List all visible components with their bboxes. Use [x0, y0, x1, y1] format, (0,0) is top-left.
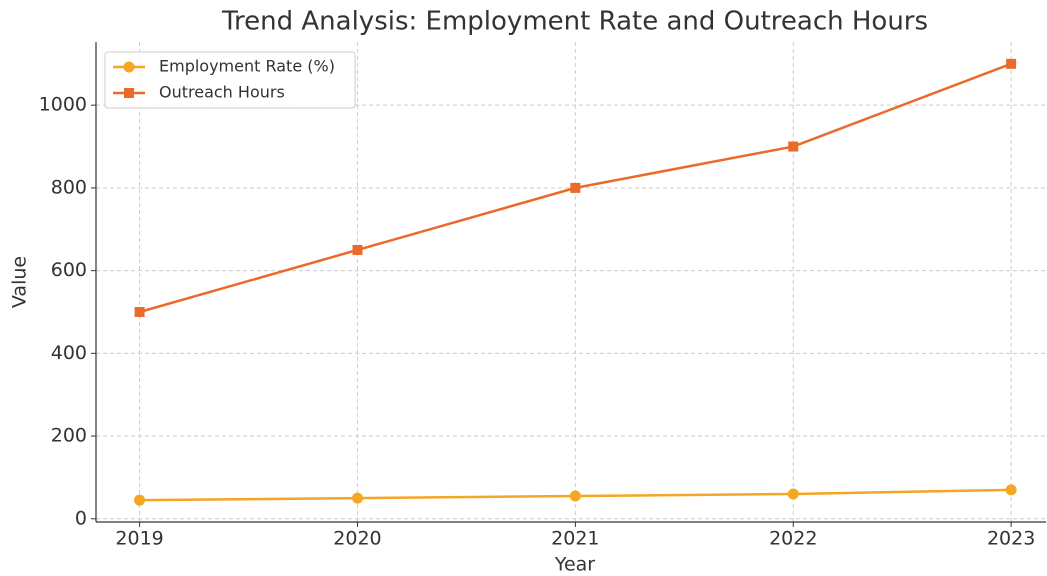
y-tick-label: 600	[51, 259, 87, 281]
marker	[787, 488, 799, 500]
marker	[1006, 58, 1017, 69]
chart-title: Trend Analysis: Employment Rate and Outr…	[221, 7, 928, 37]
x-tick-label: 2019	[115, 528, 163, 550]
y-tick-label: 0	[75, 507, 87, 529]
marker	[352, 244, 363, 255]
marker	[124, 88, 134, 98]
legend-label: Outreach Hours	[159, 83, 285, 102]
x-tick-label: 2023	[987, 528, 1035, 550]
x-tick-label: 2022	[769, 528, 817, 550]
marker	[123, 61, 135, 73]
legend-box	[104, 51, 356, 109]
marker	[134, 494, 146, 506]
y-tick-label: 200	[51, 425, 87, 447]
y-tick-label: 1000	[39, 94, 87, 116]
y-tick-label: 400	[51, 342, 87, 364]
marker	[570, 182, 581, 193]
marker	[1005, 484, 1017, 496]
y-tick-label: 800	[51, 176, 87, 198]
x-tick-label: 2021	[551, 528, 599, 550]
y-axis-label: Value	[9, 256, 31, 308]
x-axis-label: Year	[554, 554, 595, 576]
marker	[134, 306, 145, 317]
x-tick-label: 2020	[333, 528, 381, 550]
marker	[788, 141, 799, 152]
marker	[569, 490, 581, 502]
marker	[351, 492, 363, 504]
legend-label: Employment Rate (%)	[159, 57, 335, 76]
